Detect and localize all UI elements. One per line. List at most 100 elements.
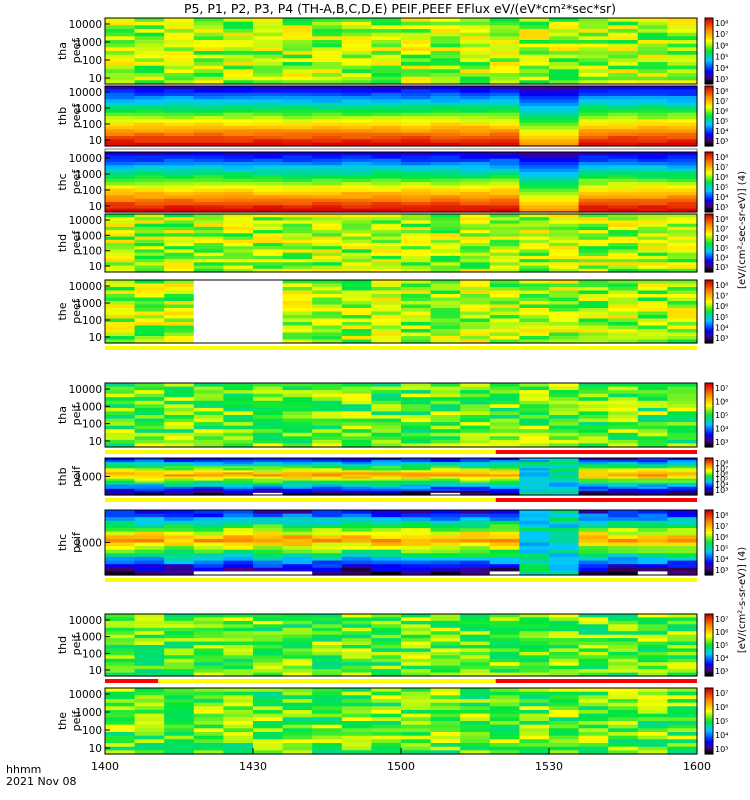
heatmap-cell	[312, 96, 343, 100]
heatmap-cell	[134, 614, 165, 618]
heatmap-cell	[519, 706, 550, 711]
heatmap-cell	[223, 486, 254, 490]
heatmap-cell	[312, 102, 343, 107]
heatmap-cell	[667, 672, 698, 677]
heatmap-cell	[282, 195, 313, 200]
heatmap-cell	[489, 54, 520, 59]
heatmap-cell	[164, 283, 195, 288]
heatmap-cell	[134, 560, 165, 565]
heatmap-cell	[371, 230, 402, 234]
heatmap-cell	[164, 136, 195, 140]
heatmap-cell	[549, 220, 580, 225]
heatmap-cell	[401, 549, 432, 554]
heatmap-cell	[312, 32, 343, 37]
heatmap-cell	[282, 301, 313, 306]
heatmap-cell	[460, 492, 491, 496]
heatmap-cell	[253, 280, 284, 285]
heatmap-cell	[430, 549, 461, 554]
heatmap-cell	[341, 528, 372, 533]
heatmap-cell	[519, 571, 550, 576]
heatmap-cell	[223, 617, 254, 622]
heatmap-cell	[164, 96, 195, 100]
colorbar-segment	[705, 479, 713, 481]
heatmap-cell	[637, 390, 668, 395]
heatmap-cell	[164, 386, 195, 391]
heatmap-cell	[637, 332, 668, 337]
heatmap-cell	[282, 631, 313, 636]
heatmap-cell	[282, 520, 313, 525]
heatmap-cell	[519, 152, 550, 156]
heatmap-cell	[134, 18, 165, 23]
heatmap-cell	[223, 129, 254, 134]
heatmap-cell	[134, 126, 165, 130]
heatmap-cell	[608, 58, 639, 63]
heatmap-cell	[371, 466, 402, 469]
heatmap-cell	[430, 631, 461, 636]
heatmap-cell	[371, 383, 402, 388]
heatmap-cell	[312, 542, 343, 547]
heatmap-cell	[134, 553, 165, 558]
heatmap-cell	[578, 439, 609, 445]
heatmap-cell	[105, 638, 136, 643]
heatmap-cell	[341, 80, 372, 85]
colorbar-segment	[705, 395, 713, 399]
heatmap-cell	[519, 259, 550, 263]
heatmap-cell	[134, 383, 165, 388]
heatmap-cell	[193, 390, 224, 395]
heatmap-cell	[608, 51, 639, 56]
colorbar-segment	[705, 663, 713, 667]
heatmap-cell	[282, 230, 313, 234]
heatmap-cell	[341, 699, 372, 704]
heatmap-cell	[105, 439, 136, 445]
colorbar-tick-label: 10⁸	[715, 87, 728, 96]
heatmap-cell	[193, 129, 224, 134]
heatmap-cell	[430, 397, 461, 402]
heatmap-cell	[223, 162, 254, 166]
heatmap-cell	[105, 490, 136, 494]
heatmap-cell	[401, 390, 432, 395]
heatmap-cell	[578, 531, 609, 536]
heatmap-cell	[371, 617, 402, 622]
heatmap-cell	[312, 217, 343, 221]
heatmap-cell	[134, 339, 165, 344]
heatmap-cell	[105, 553, 136, 558]
heatmap-cell	[667, 641, 698, 646]
heatmap-cell	[312, 638, 343, 643]
heatmap-cell	[637, 132, 668, 137]
heatmap-cell	[549, 152, 580, 156]
heatmap-cell	[608, 432, 639, 437]
heatmap-cell	[430, 301, 461, 306]
heatmap-cell	[637, 165, 668, 170]
heatmap-cell	[489, 411, 520, 416]
heatmap-cell	[341, 662, 372, 667]
heatmap-cell	[253, 397, 284, 402]
colorbar-segment	[705, 292, 713, 296]
heatmap-cell	[637, 339, 668, 344]
heatmap-cell	[341, 549, 372, 554]
heatmap-cell	[460, 564, 491, 569]
heatmap-cell	[164, 99, 195, 104]
colorbar-segment	[705, 42, 713, 45]
heatmap-cell	[105, 617, 136, 622]
heatmap-cell	[637, 490, 668, 494]
heatmap-cell	[578, 655, 609, 660]
heatmap-cell	[193, 466, 224, 469]
heatmap-cell	[105, 62, 136, 67]
colorbar-segment	[705, 102, 713, 105]
heatmap-cell	[282, 315, 313, 320]
heatmap-cell	[341, 407, 372, 413]
heatmap-cell	[253, 641, 284, 646]
heatmap-cell	[312, 192, 343, 196]
heatmap-cell	[253, 80, 284, 85]
heatmap-cell	[312, 645, 343, 649]
heatmap-cell	[371, 415, 402, 420]
heatmap-cell	[282, 472, 313, 476]
heatmap-cell	[164, 538, 195, 544]
heatmap-cell	[519, 560, 550, 565]
y-tick-label: 1000	[75, 707, 102, 719]
colorbar-segment	[705, 98, 713, 101]
heatmap-cell	[105, 422, 136, 427]
heatmap-cell	[489, 92, 520, 97]
heatmap-cell	[578, 325, 609, 330]
heatmap-cell	[489, 436, 520, 441]
